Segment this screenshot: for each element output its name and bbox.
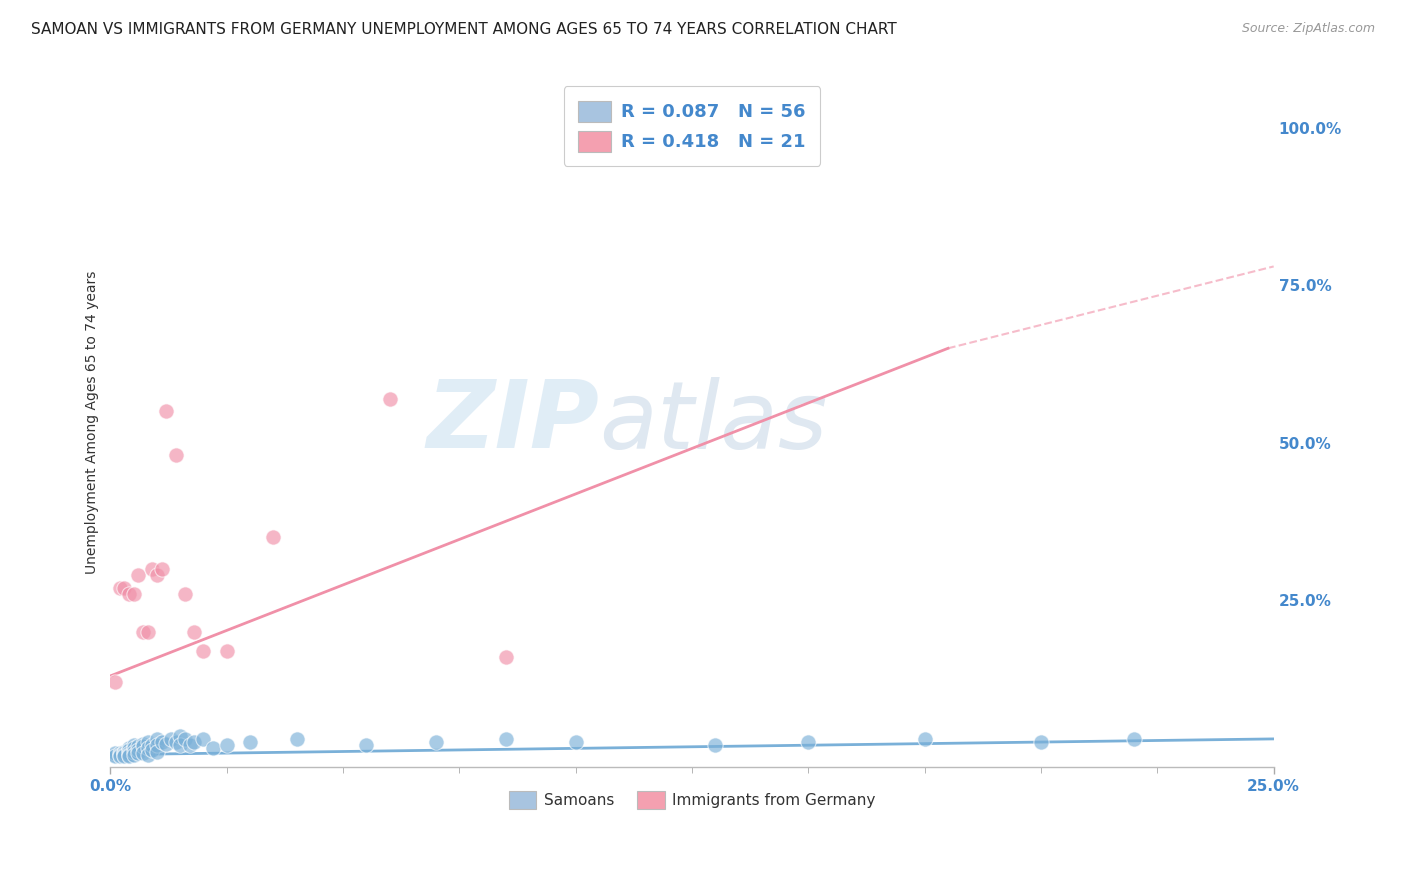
Point bbox=[122, 738, 145, 752]
Point bbox=[262, 530, 284, 544]
Point bbox=[108, 747, 131, 761]
Point bbox=[183, 735, 205, 749]
Point bbox=[136, 747, 159, 762]
Point bbox=[132, 739, 155, 754]
Point bbox=[108, 747, 131, 762]
Point bbox=[118, 748, 141, 763]
Text: ZIP: ZIP bbox=[426, 376, 599, 468]
Point bbox=[704, 738, 727, 752]
Point bbox=[173, 731, 195, 746]
Text: Source: ZipAtlas.com: Source: ZipAtlas.com bbox=[1241, 22, 1375, 36]
Point bbox=[108, 581, 131, 595]
Point bbox=[122, 587, 145, 601]
Point bbox=[132, 737, 155, 751]
Point bbox=[122, 744, 145, 758]
Point bbox=[1123, 731, 1146, 746]
Point bbox=[658, 140, 681, 154]
Point bbox=[118, 741, 141, 756]
Point bbox=[132, 624, 155, 639]
Point bbox=[127, 742, 149, 756]
Point bbox=[215, 643, 238, 657]
Point bbox=[146, 568, 169, 582]
Point bbox=[193, 643, 215, 657]
Point bbox=[118, 587, 141, 601]
Point bbox=[155, 404, 177, 418]
Point bbox=[160, 731, 183, 746]
Legend: Samoans, Immigrants from Germany: Samoans, Immigrants from Germany bbox=[502, 785, 882, 814]
Point bbox=[173, 587, 195, 601]
Point bbox=[155, 737, 177, 751]
Point bbox=[239, 735, 262, 749]
Point bbox=[104, 747, 127, 762]
Point bbox=[127, 568, 149, 582]
Point bbox=[122, 741, 145, 756]
Point bbox=[104, 746, 127, 760]
Point bbox=[356, 738, 378, 752]
Point bbox=[136, 735, 159, 749]
Point bbox=[112, 747, 135, 762]
Point bbox=[112, 748, 135, 763]
Point bbox=[285, 731, 308, 746]
Point bbox=[215, 738, 238, 752]
Point bbox=[112, 744, 135, 758]
Point bbox=[104, 675, 127, 690]
Point bbox=[112, 581, 135, 595]
Text: atlas: atlas bbox=[599, 376, 827, 467]
Point bbox=[118, 743, 141, 757]
Point bbox=[112, 747, 135, 761]
Text: SAMOAN VS IMMIGRANTS FROM GERMANY UNEMPLOYMENT AMONG AGES 65 TO 74 YEARS CORRELA: SAMOAN VS IMMIGRANTS FROM GERMANY UNEMPL… bbox=[31, 22, 897, 37]
Point bbox=[378, 392, 401, 406]
Point bbox=[914, 731, 936, 746]
Point bbox=[165, 735, 187, 749]
Point bbox=[150, 562, 173, 576]
Point bbox=[146, 738, 169, 752]
Point bbox=[425, 735, 447, 749]
Point bbox=[193, 731, 215, 746]
Point bbox=[146, 731, 169, 746]
Point bbox=[183, 624, 205, 639]
Point bbox=[132, 746, 155, 760]
Point bbox=[141, 743, 163, 757]
Point bbox=[122, 747, 145, 762]
Point bbox=[136, 624, 159, 639]
Point bbox=[146, 744, 169, 758]
Point bbox=[169, 729, 191, 743]
Point bbox=[141, 562, 163, 576]
Point bbox=[104, 748, 127, 763]
Point bbox=[495, 650, 517, 665]
Point bbox=[1029, 735, 1052, 749]
Point bbox=[169, 738, 191, 752]
Point bbox=[495, 731, 517, 746]
Point bbox=[564, 735, 586, 749]
Y-axis label: Unemployment Among Ages 65 to 74 years: Unemployment Among Ages 65 to 74 years bbox=[86, 270, 100, 574]
Point bbox=[165, 449, 187, 463]
Point bbox=[179, 738, 201, 752]
Point bbox=[136, 741, 159, 756]
Point bbox=[201, 741, 224, 756]
Point bbox=[118, 747, 141, 762]
Point bbox=[141, 738, 163, 752]
Point bbox=[108, 748, 131, 763]
Point bbox=[150, 735, 173, 749]
Point bbox=[797, 735, 820, 749]
Point bbox=[118, 746, 141, 760]
Point bbox=[127, 739, 149, 754]
Point bbox=[127, 746, 149, 760]
